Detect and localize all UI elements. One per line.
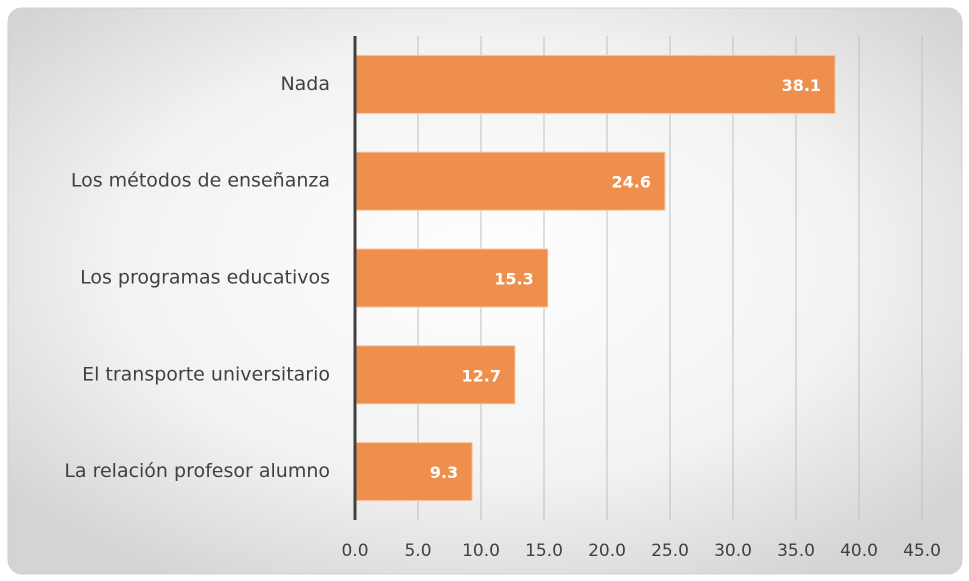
x-tick-label: 10.0 (462, 541, 500, 561)
data-label: 15.3 (494, 270, 533, 289)
y-tick-label: Los métodos de enseñanza (71, 170, 330, 192)
bar (354, 151, 666, 211)
data-label: 12.7 (462, 366, 501, 385)
y-tick-label: Nada (280, 73, 330, 95)
x-tick-label: 15.0 (525, 541, 563, 561)
bar (354, 442, 473, 502)
x-tick-label: 5.0 (404, 541, 431, 561)
bar (354, 248, 549, 308)
x-tick-label: 30.0 (714, 541, 752, 561)
x-tick-label: 0.0 (341, 541, 368, 561)
bar (354, 345, 516, 405)
data-label: 9.3 (430, 463, 458, 482)
bar (354, 54, 836, 114)
y-tick-label: La relación profesor alumno (64, 460, 330, 482)
data-label: 38.1 (782, 76, 821, 95)
x-tick-label: 40.0 (840, 541, 878, 561)
x-tick-label: 25.0 (651, 541, 689, 561)
x-tick-label: 20.0 (588, 541, 626, 561)
y-tick-label: Los programas educativos (80, 267, 330, 289)
x-tick-label: 45.0 (903, 541, 941, 561)
x-tick-label: 35.0 (777, 541, 815, 561)
y-tick-label: El transporte universitario (82, 363, 330, 385)
data-label: 24.6 (611, 173, 650, 192)
